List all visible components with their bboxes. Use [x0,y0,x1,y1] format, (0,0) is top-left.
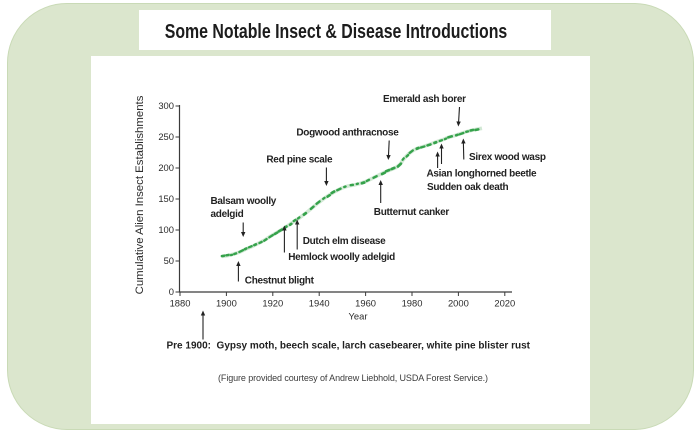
svg-text:1880: 1880 [170,298,191,309]
svg-text:Asian longhorned beetle: Asian longhorned beetle [427,168,538,179]
svg-text:Dogwood anthracnose: Dogwood anthracnose [296,127,399,138]
svg-text:1940: 1940 [309,298,330,309]
svg-text:250: 250 [158,131,174,142]
svg-text:300: 300 [158,100,174,111]
svg-text:0: 0 [169,286,174,297]
svg-text:100: 100 [158,224,174,235]
svg-text:Sudden oak death: Sudden oak death [427,182,509,193]
svg-text:1920: 1920 [262,298,283,309]
svg-text:2020: 2020 [494,298,515,309]
svg-text:Pre 1900: Gypsy moth, beech s: Pre 1900: Gypsy moth, beech scale, larch… [167,341,531,352]
svg-text:Hemlock woolly adelgid: Hemlock woolly adelgid [288,252,395,263]
svg-text:Chestnut blight: Chestnut blight [245,275,315,286]
svg-text:Butternut canker: Butternut canker [374,207,450,218]
svg-text:200: 200 [158,162,174,173]
svg-text:1900: 1900 [216,298,237,309]
svg-text:adelgid: adelgid [211,209,244,220]
svg-text:2000: 2000 [448,298,469,309]
svg-text:(Figure provided courtesy of A: (Figure provided courtesy of Andrew Lieb… [218,373,488,383]
svg-text:1960: 1960 [355,298,376,309]
svg-text:Year: Year [349,311,368,322]
svg-text:Emerald ash borer: Emerald ash borer [383,94,466,105]
svg-text:50: 50 [164,255,174,266]
svg-text:Sirex wood wasp: Sirex wood wasp [469,152,546,163]
svg-text:Dutch elm disease: Dutch elm disease [303,236,386,247]
svg-text:Balsam woolly: Balsam woolly [211,196,277,207]
svg-text:Red pine scale: Red pine scale [266,155,333,166]
svg-text:150: 150 [158,193,174,204]
svg-text:1980: 1980 [402,298,423,309]
